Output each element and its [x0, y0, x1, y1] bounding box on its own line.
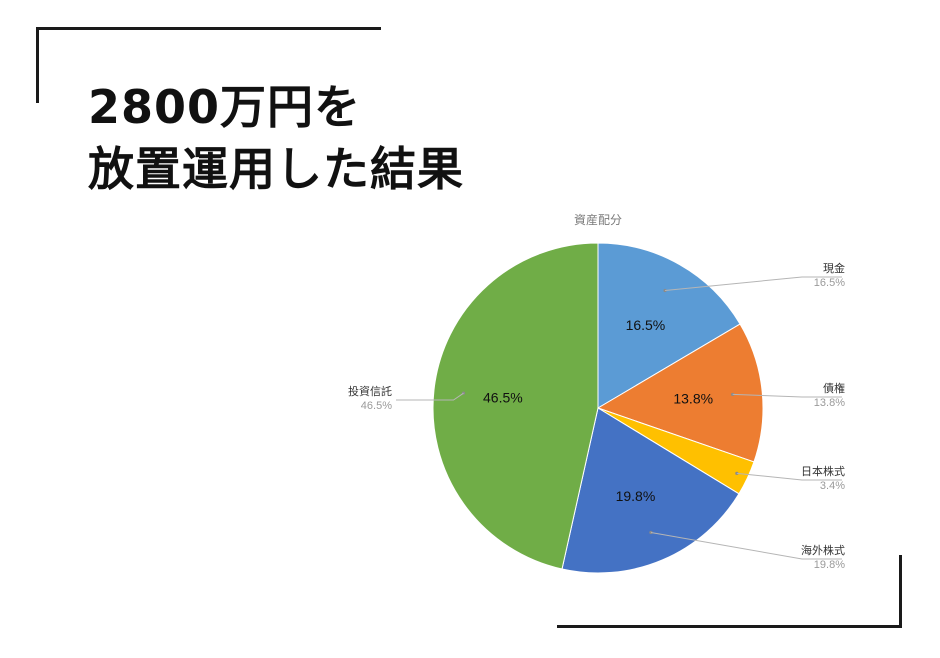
slice-percent-label: 19.8%: [616, 488, 656, 504]
callout-leader-line: [664, 276, 842, 291]
corner-frame-top-vertical: [36, 27, 39, 103]
category-value-label: 13.8%: [814, 397, 845, 409]
callout-leader-line: [396, 392, 464, 401]
page-headline: 2800万円を 放置運用した結果: [88, 76, 464, 200]
slice-percent-label: 46.5%: [483, 389, 523, 405]
pie-slices: [432, 242, 764, 574]
category-value-label: 3.4%: [820, 480, 845, 492]
callout-leader-line: [732, 393, 842, 398]
category-label: 現金: [823, 261, 845, 275]
slice-percent-label: 16.5%: [626, 317, 666, 333]
chart-title: 資産配分: [574, 212, 622, 227]
category-value-label: 46.5%: [361, 400, 392, 412]
headline-line-1: 2800万円を: [88, 80, 362, 134]
category-label: 債権: [823, 381, 845, 395]
pie-labels: 16.5% 現金 16.5% 13.8% 債権 13.8% 日本株式 3.4% 19.8% 海外株…: [348, 261, 845, 571]
slice-percent-label: 13.8%: [673, 390, 713, 406]
corner-frame-bottom-horizontal: [557, 625, 902, 628]
callout-leader-line: [736, 472, 842, 481]
callout-leader-line: [650, 532, 842, 560]
category-label: 投資信託: [348, 384, 392, 398]
pie-slice: [432, 242, 599, 570]
callout-leaders: [396, 276, 842, 560]
corner-frame-top-horizontal: [36, 27, 381, 30]
category-value-label: 16.5%: [814, 277, 845, 289]
pie-slice: [596, 323, 764, 463]
headline-line-2: 放置運用した結果: [88, 142, 464, 196]
category-label: 日本株式: [801, 464, 845, 478]
category-value-label: 19.8%: [814, 559, 845, 571]
corner-frame-bottom-vertical: [899, 555, 902, 628]
pie-slice: [561, 407, 740, 574]
category-label: 海外株式: [801, 543, 845, 557]
pie-slice: [597, 242, 741, 409]
